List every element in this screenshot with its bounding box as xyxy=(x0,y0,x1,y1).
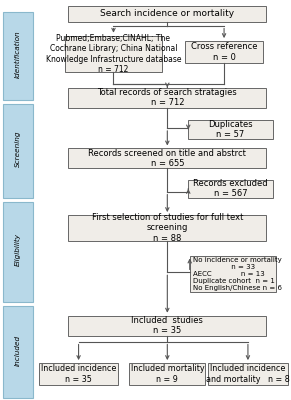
Bar xyxy=(68,316,266,336)
Text: Records screened on title and abstrct
n = 655: Records screened on title and abstrct n … xyxy=(88,149,246,168)
Bar xyxy=(68,215,266,241)
Bar xyxy=(68,148,266,168)
Text: First selection of studies for full text
screening
n = 88: First selection of studies for full text… xyxy=(92,213,243,243)
Text: Search incidence or mortality: Search incidence or mortality xyxy=(100,10,234,18)
Bar xyxy=(68,6,266,22)
Bar xyxy=(129,363,205,385)
Bar xyxy=(3,12,33,100)
Text: Included: Included xyxy=(15,334,21,366)
Text: Cross reference
n = 0: Cross reference n = 0 xyxy=(191,42,257,62)
Text: Records excluded
n = 567: Records excluded n = 567 xyxy=(193,179,268,198)
Bar xyxy=(39,363,118,385)
Text: Screening: Screening xyxy=(15,131,21,167)
Bar xyxy=(188,180,273,198)
Text: Eligibility: Eligibility xyxy=(15,234,21,266)
Bar xyxy=(3,104,33,198)
Bar xyxy=(188,120,273,139)
Bar xyxy=(68,88,266,108)
Bar xyxy=(3,306,33,398)
Text: Identification: Identification xyxy=(15,30,21,78)
Bar xyxy=(185,41,263,63)
Text: Included  studies
n = 35: Included studies n = 35 xyxy=(132,316,203,335)
Text: Duplicates
n = 57: Duplicates n = 57 xyxy=(208,120,253,139)
Text: Total records of search stratagies
n = 712: Total records of search stratagies n = 7… xyxy=(97,88,237,107)
Text: Included incidence
and mortality   n = 8: Included incidence and mortality n = 8 xyxy=(206,364,290,384)
Text: No incidence or mortality
                 n = 33
AECC             n = 13
Duplic: No incidence or mortality n = 33 AECC n … xyxy=(193,257,282,290)
Bar xyxy=(190,256,276,292)
Bar xyxy=(65,36,162,72)
Bar xyxy=(208,363,288,385)
Bar xyxy=(3,202,33,302)
Text: Included mortality
n = 9: Included mortality n = 9 xyxy=(130,364,204,384)
Text: Pubmed;Embase;CINAHL; The
Cochrane Library; China National
Knowledge Infrastruct: Pubmed;Embase;CINAHL; The Cochrane Libra… xyxy=(46,34,181,74)
Text: Included incidence
n = 35: Included incidence n = 35 xyxy=(41,364,116,384)
